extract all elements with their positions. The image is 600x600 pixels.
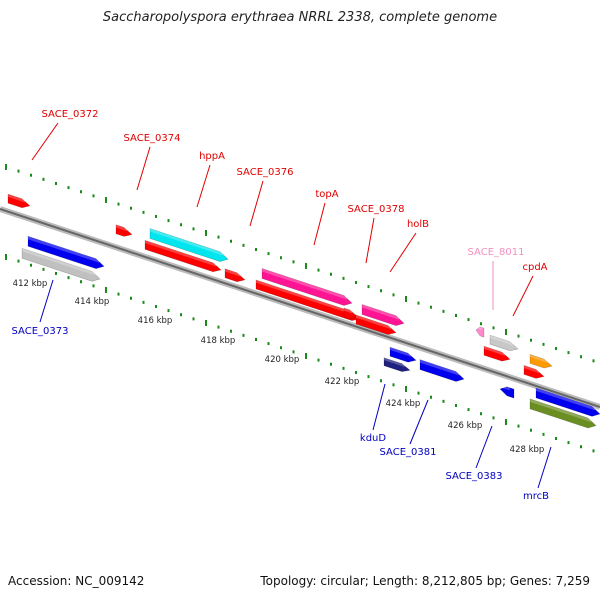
- kbp-label: 428 kbp: [510, 445, 545, 455]
- label-mrcB: mrcB: [523, 491, 549, 502]
- kbp-label: 418 kbp: [201, 336, 236, 346]
- gene-hppA: [149, 228, 229, 262]
- gene-sace-0372: [7, 193, 31, 209]
- label-sace-0383-leader: [475, 425, 493, 469]
- label-hppA: hppA: [199, 151, 225, 162]
- label-sace-0383: SACE_0383: [446, 471, 503, 482]
- label-kduD-leader: [372, 383, 386, 431]
- label-hppA-leader: [196, 164, 211, 208]
- top-tick-row: [5, 163, 595, 363]
- gene-faded-small: [475, 325, 485, 338]
- genome-backbone: [0, 206, 600, 410]
- label-topA-leader: [313, 202, 326, 246]
- label-sace-0373-leader: [39, 279, 54, 323]
- accession-text: Accession: NC_009142: [8, 574, 145, 588]
- gene-sace-8011: [489, 334, 519, 352]
- label-sace-0376-leader: [249, 180, 264, 227]
- label-sace-8011: SACE_8011: [468, 247, 525, 258]
- map-title: Saccharopolyspora erythraea NRRL 2338, c…: [102, 10, 498, 25]
- gene-holB: [355, 314, 397, 335]
- gene-kduD: [383, 357, 411, 372]
- kbp-label: 414 kbp: [75, 297, 110, 307]
- kbp-label: 416 kbp: [138, 316, 173, 326]
- gene-sace-0378: [361, 304, 405, 327]
- label-sace-0372: SACE_0372: [42, 109, 99, 120]
- gene-topA: [261, 268, 353, 306]
- gene-cpdA: [483, 345, 511, 362]
- label-holB-leader: [389, 232, 417, 273]
- label-sace-0373: SACE_0373: [12, 326, 69, 337]
- label-topA: topA: [315, 189, 338, 200]
- gene-sace-0381: [419, 359, 465, 382]
- label-sace-0376: SACE_0376: [237, 167, 294, 178]
- gene-hppA-partner: [144, 239, 222, 273]
- gene-mrcB: [535, 387, 600, 417]
- label-sace-0372-leader: [31, 122, 59, 161]
- label-holB: holB: [407, 219, 429, 230]
- kbp-label: 426 kbp: [448, 421, 483, 431]
- label-sace-0378-leader: [365, 217, 375, 264]
- label-cpdA-leader: [512, 275, 534, 317]
- gene-small-2: [343, 307, 357, 320]
- genome-summary-text: Topology: circular; Length: 8,212,805 bp…: [260, 574, 590, 588]
- gene-sace-0383: [529, 398, 597, 429]
- gene-small-1: [224, 268, 246, 283]
- label-sace-0378: SACE_0378: [348, 204, 405, 215]
- label-sace-0374-leader: [136, 146, 151, 191]
- gene-small-3: [523, 365, 545, 379]
- label-cpdA: cpdA: [522, 262, 547, 273]
- gene-blue-1: [389, 346, 417, 363]
- gene-sace-0373-grey: [21, 247, 101, 282]
- gene-features: [7, 193, 600, 429]
- gene-sace-0373: [27, 235, 105, 270]
- gene-blue-2: [499, 384, 515, 399]
- kbp-scale-labels: 412 kbp 414 kbp 416 kbp 418 kbp 420 kbp 422 k…: [13, 279, 545, 455]
- gene-sace-0374: [115, 224, 133, 237]
- gene-orange: [529, 354, 553, 369]
- kbp-label: 422 kbp: [325, 377, 360, 387]
- label-sace-0374: SACE_0374: [124, 133, 181, 144]
- bottom-tick-row: [5, 253, 595, 453]
- label-leaders: [31, 122, 552, 489]
- gene-labels: SACE_0372 SACE_0374 hppA SACE_0376 topA SACE_…: [12, 109, 550, 502]
- label-kduD: kduD: [360, 433, 386, 444]
- label-sace-0381: SACE_0381: [380, 447, 437, 458]
- kbp-label: 412 kbp: [13, 279, 48, 289]
- label-sace-0381-leader: [409, 399, 429, 445]
- kbp-label: 424 kbp: [386, 399, 421, 409]
- label-mrcB-leader: [537, 446, 552, 489]
- kbp-label: 420 kbp: [265, 355, 300, 365]
